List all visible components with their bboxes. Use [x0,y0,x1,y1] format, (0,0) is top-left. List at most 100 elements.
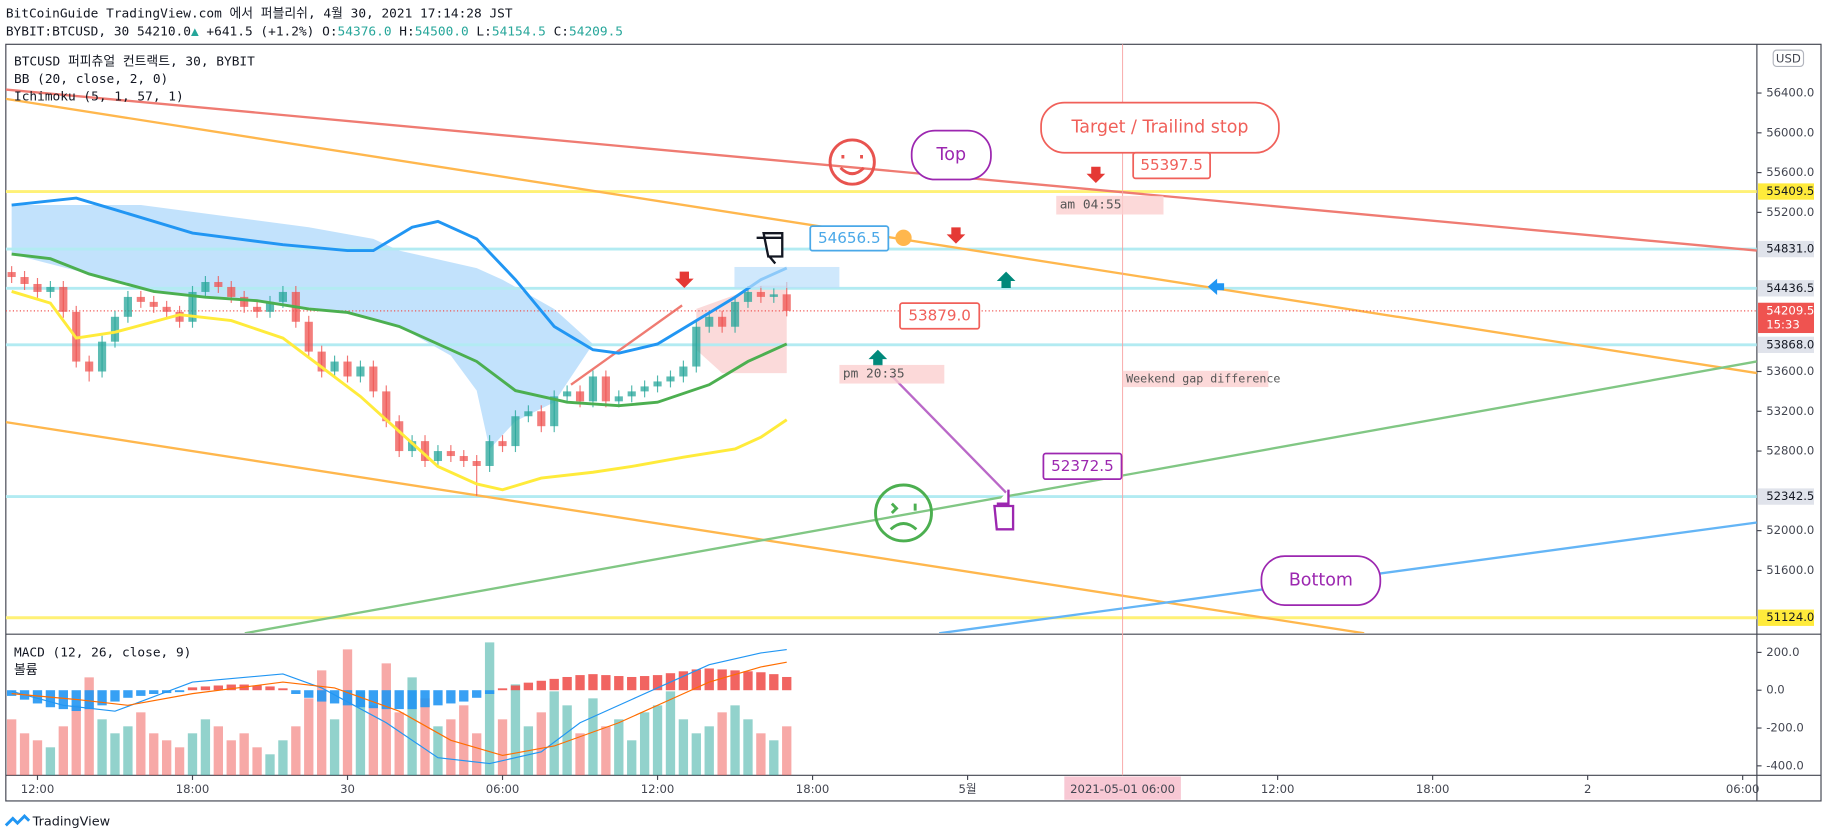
macd-macd-line [11,648,787,765]
macd-histogram-bar [459,690,469,702]
volume-bar [782,726,792,776]
c-value: 54209.5 [569,24,623,39]
volume-bar [110,733,120,776]
macd-histogram-bar [213,685,223,691]
countdown: 15:33 [1766,317,1800,331]
macd-histogram-bar [497,688,508,691]
arrow-icon [1086,166,1106,184]
volume-bar [549,691,559,776]
volume-bar [756,733,766,776]
volume-bar [472,733,482,776]
candle-body [550,396,559,427]
macd-histogram-bar [575,675,585,691]
volume-bar [226,740,236,776]
price-label: 54436.5 [1766,281,1814,295]
currency: USD [1776,51,1801,65]
y-tick-label: 52000.0 [1766,523,1814,537]
candle-body [408,441,417,452]
macd-histogram-bar [769,674,779,691]
time-highlight-label: 2021-05-01 06:00 [1070,782,1175,796]
price: 54210.0 [137,24,191,39]
macd-histogram-bar [6,690,17,696]
volume-bar [161,740,172,776]
volume-bar [200,719,211,776]
sad-face [874,483,933,543]
macd-histogram-bar [149,690,159,694]
price-label: 51124.0 [1766,610,1814,624]
h-value: 54500.0 [415,24,469,39]
candle-body [446,451,455,457]
change: +641.5 (+1.2%) [206,24,314,39]
volume-bar [601,726,611,776]
volume-bar [136,712,146,776]
volume-bar [97,719,107,776]
l-value: 54154.5 [492,24,546,39]
candle-body [59,286,68,312]
legend-entry: Ichimoku (5, 1, 57, 1) [14,89,184,104]
candle-body [356,366,365,377]
macd-histogram-bar [510,685,521,691]
x-tick-label: 06:00 [1726,782,1760,796]
trend-line [890,374,1010,497]
macd-histogram-bar [678,671,689,691]
time-tag [839,364,945,384]
arrow-icon [946,227,966,244]
callout-bubble [1260,555,1382,606]
trend-line [5,88,1757,252]
candle-body [214,281,223,287]
volume-bar [304,698,314,776]
macd-histogram-bar [368,690,379,709]
candle-body [524,411,533,417]
time-tag [1122,370,1269,388]
overlay: 56400.0 56000.0 55600.0 55200.0 53600.0 53200… [14,44,1815,800]
happy-face-detail [839,155,865,176]
macd-histogram-bar [627,676,637,691]
candle-body [369,366,378,392]
price-label-box [1758,336,1815,354]
macd-histogram-bar [743,671,753,691]
macd-histogram-bar [549,678,559,691]
y-tick-label: 55600.0 [1766,165,1814,179]
candle-body [110,316,120,342]
macd-histogram-bar [342,690,353,706]
logo-icon [4,814,31,827]
y-tick-label: 51600.0 [1766,563,1814,577]
currency-box [1772,49,1805,68]
last-price-box [1758,302,1815,334]
volume-bar [614,719,624,776]
candle-body [85,361,94,372]
candle-body [382,391,391,422]
candle-body [395,421,404,452]
candle-body [743,291,753,302]
macd-title: MACD (12, 26, close, 9) [14,645,191,660]
candle-body [240,296,249,307]
volume-bar [58,726,68,776]
macd-histogram-bar [536,680,546,691]
arrow-icon [868,349,888,367]
l-label: L: [476,24,491,39]
candle-body [46,286,55,292]
volume-bar [407,677,417,776]
candle-body [485,441,494,466]
macd-signal-line [11,661,787,757]
macd-histogram-bar [407,690,417,710]
volume-bar [252,747,262,776]
annotation-text: 55397.5 [1140,156,1203,174]
macd-histogram-bar [58,690,68,710]
y-tick-label: 56000.0 [1766,125,1814,139]
volume-bar [433,726,443,776]
candle-body [304,321,313,352]
volume-bar [19,733,30,776]
macd-histogram-bar [614,676,624,691]
sad-face-detail [889,502,918,531]
volume-bar [149,733,159,776]
candle-body [692,326,701,367]
candle-body [640,386,649,392]
cat-icon [895,229,912,246]
time-highlight-box [1064,776,1181,800]
happy-face [828,138,876,186]
volume-bar [174,747,185,776]
price-label-box [1758,280,1815,297]
volume-bar [627,740,637,776]
